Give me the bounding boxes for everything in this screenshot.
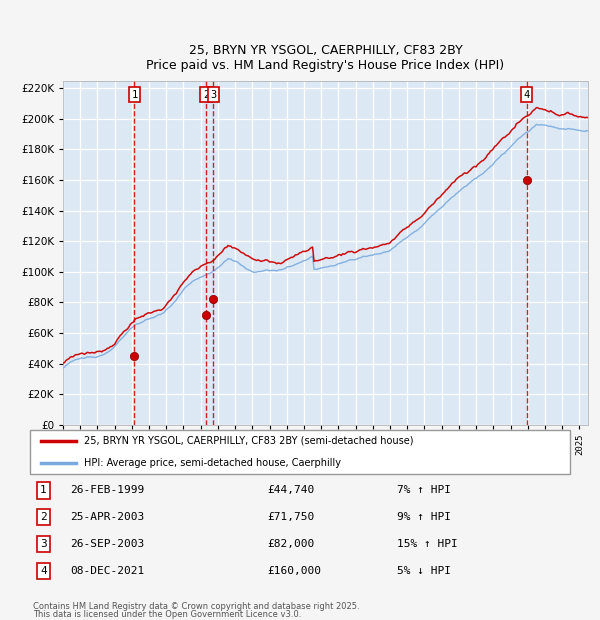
Text: 5% ↓ HPI: 5% ↓ HPI	[397, 566, 451, 577]
Text: 25, BRYN YR YSGOL, CAERPHILLY, CF83 2BY (semi-detached house): 25, BRYN YR YSGOL, CAERPHILLY, CF83 2BY …	[84, 436, 413, 446]
Text: 15% ↑ HPI: 15% ↑ HPI	[397, 539, 458, 549]
Text: 1: 1	[40, 485, 47, 495]
Text: HPI: Average price, semi-detached house, Caerphilly: HPI: Average price, semi-detached house,…	[84, 458, 341, 468]
Text: 25-APR-2003: 25-APR-2003	[71, 512, 145, 523]
Text: Contains HM Land Registry data © Crown copyright and database right 2025.: Contains HM Land Registry data © Crown c…	[33, 602, 359, 611]
Text: 08-DEC-2021: 08-DEC-2021	[71, 566, 145, 577]
Text: 3: 3	[211, 90, 217, 100]
Text: £44,740: £44,740	[268, 485, 315, 495]
Text: 2: 2	[203, 90, 209, 100]
Text: 1: 1	[131, 90, 137, 100]
Text: 7% ↑ HPI: 7% ↑ HPI	[397, 485, 451, 495]
Text: 4: 4	[524, 90, 530, 100]
Text: This data is licensed under the Open Government Licence v3.0.: This data is licensed under the Open Gov…	[33, 610, 301, 619]
Text: £160,000: £160,000	[268, 566, 322, 577]
Text: 3: 3	[40, 539, 47, 549]
Text: £82,000: £82,000	[268, 539, 315, 549]
FancyBboxPatch shape	[30, 430, 570, 474]
Text: 26-SEP-2003: 26-SEP-2003	[71, 539, 145, 549]
Text: 2: 2	[40, 512, 47, 523]
Title: 25, BRYN YR YSGOL, CAERPHILLY, CF83 2BY
Price paid vs. HM Land Registry's House : 25, BRYN YR YSGOL, CAERPHILLY, CF83 2BY …	[146, 45, 505, 73]
Text: 4: 4	[40, 566, 47, 577]
Text: 9% ↑ HPI: 9% ↑ HPI	[397, 512, 451, 523]
Text: £71,750: £71,750	[268, 512, 315, 523]
Text: 26-FEB-1999: 26-FEB-1999	[71, 485, 145, 495]
